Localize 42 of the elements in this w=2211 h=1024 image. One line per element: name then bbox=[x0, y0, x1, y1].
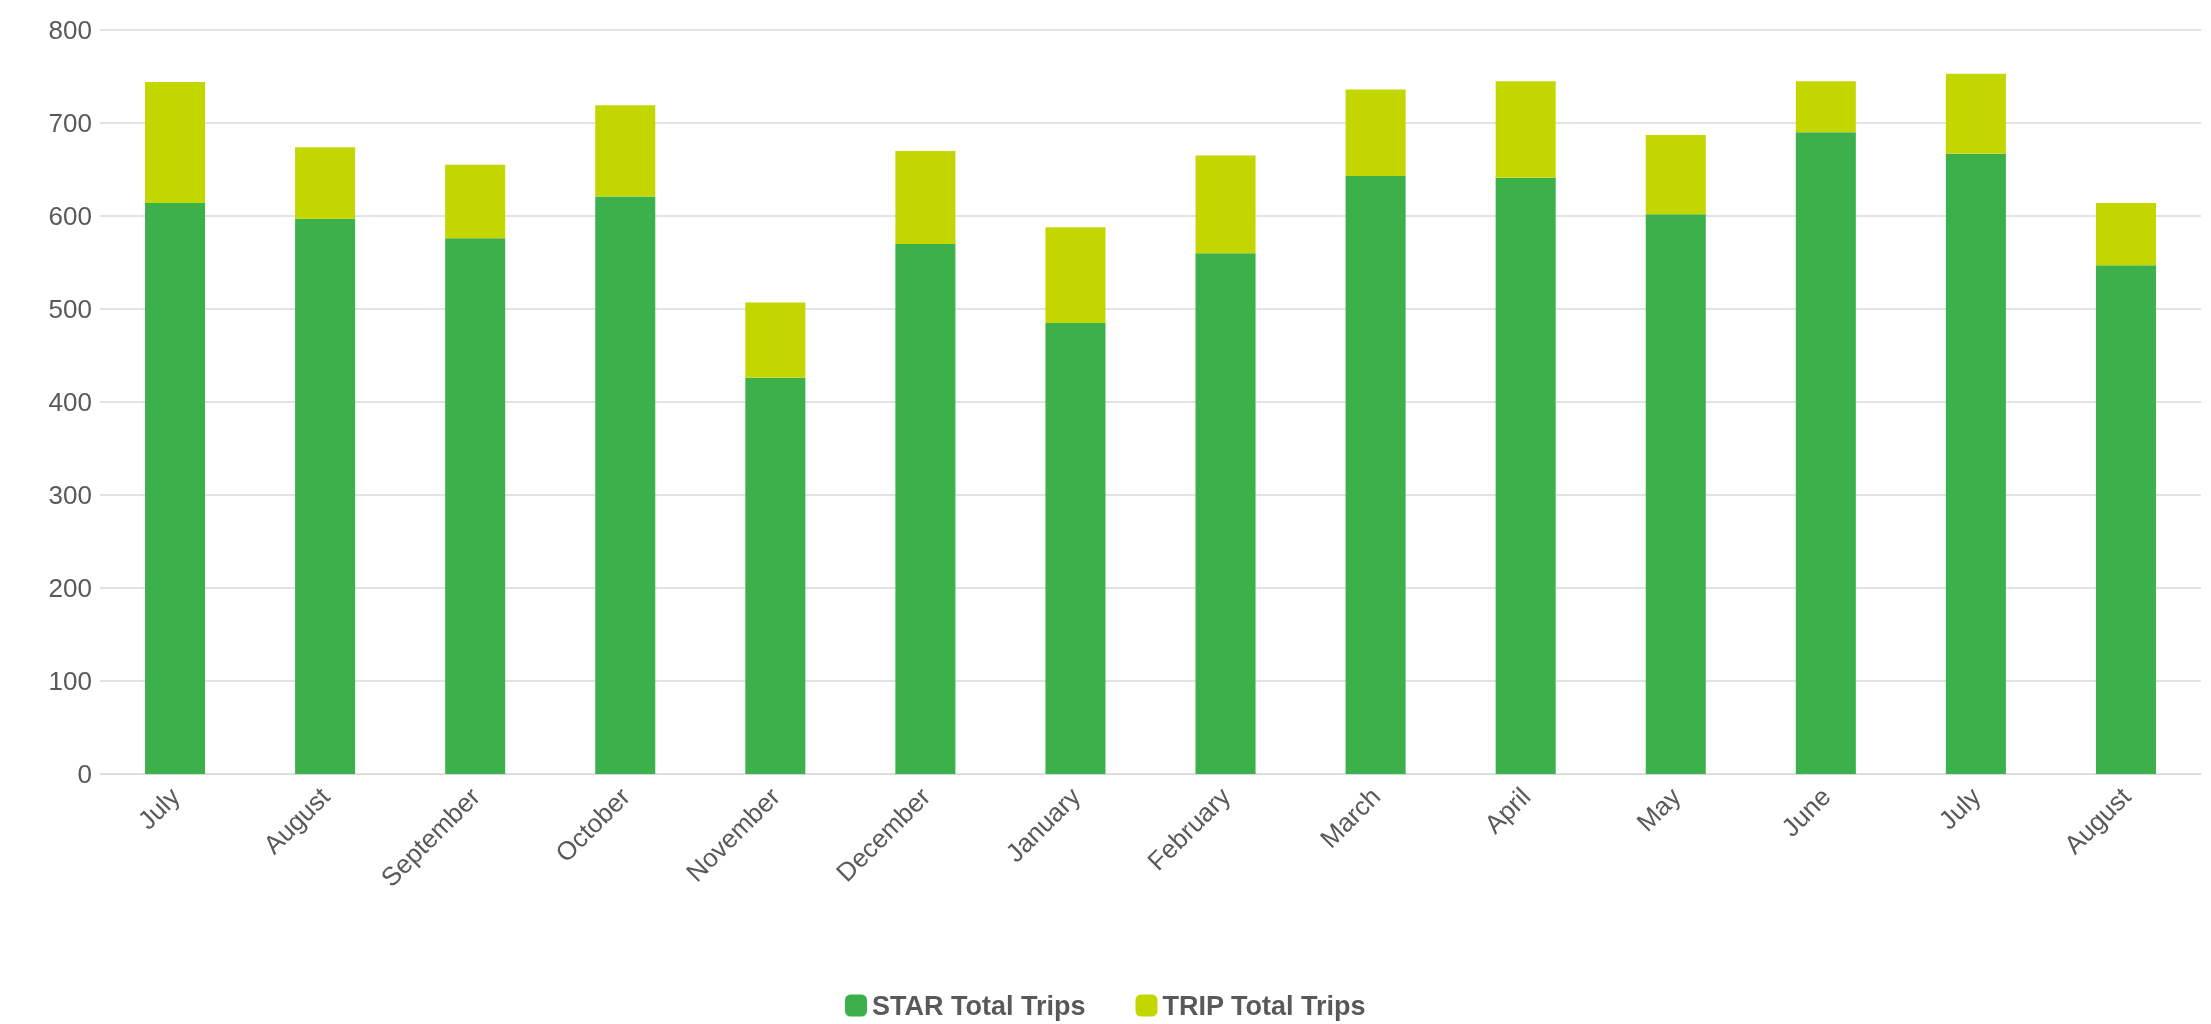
bar bbox=[295, 147, 356, 219]
bar bbox=[295, 218, 356, 774]
bar bbox=[1195, 155, 1256, 254]
bar bbox=[895, 243, 956, 774]
y-tick-label: 100 bbox=[48, 666, 92, 696]
x-tick-label: July bbox=[1932, 781, 1987, 836]
legend-label: STAR Total Trips bbox=[871, 990, 1086, 1021]
bar bbox=[145, 82, 206, 203]
bar bbox=[1645, 214, 1706, 774]
y-tick-label: 200 bbox=[48, 573, 92, 603]
bar bbox=[1195, 253, 1256, 774]
bar bbox=[1045, 227, 1106, 323]
y-tick-label: 500 bbox=[48, 294, 92, 324]
bar bbox=[1495, 177, 1556, 774]
y-tick-label: 700 bbox=[48, 108, 92, 138]
bar bbox=[1945, 73, 2006, 154]
bar bbox=[1795, 81, 1856, 133]
x-tick-label: May bbox=[1630, 781, 1687, 838]
bar bbox=[145, 202, 206, 774]
x-tick-label: July bbox=[131, 781, 186, 836]
bar bbox=[595, 196, 656, 774]
bar bbox=[895, 150, 956, 244]
bar bbox=[745, 377, 806, 774]
bar bbox=[445, 238, 506, 774]
bar bbox=[595, 105, 656, 197]
y-tick-label: 800 bbox=[48, 15, 92, 45]
bar bbox=[2095, 202, 2156, 266]
bar bbox=[1495, 81, 1556, 178]
y-tick-label: 300 bbox=[48, 480, 92, 510]
bar bbox=[1645, 135, 1706, 215]
y-tick-label: 600 bbox=[48, 201, 92, 231]
y-tick-label: 0 bbox=[77, 759, 92, 789]
bar bbox=[1345, 176, 1406, 774]
bar bbox=[1945, 153, 2006, 774]
bar bbox=[445, 164, 506, 239]
bar bbox=[745, 302, 806, 378]
bar bbox=[1795, 132, 1856, 774]
bar bbox=[2095, 265, 2156, 774]
y-tick-label: 400 bbox=[48, 387, 92, 417]
bar bbox=[1345, 89, 1406, 177]
legend-label: TRIP Total Trips bbox=[1162, 990, 1366, 1021]
bar bbox=[1045, 322, 1106, 774]
